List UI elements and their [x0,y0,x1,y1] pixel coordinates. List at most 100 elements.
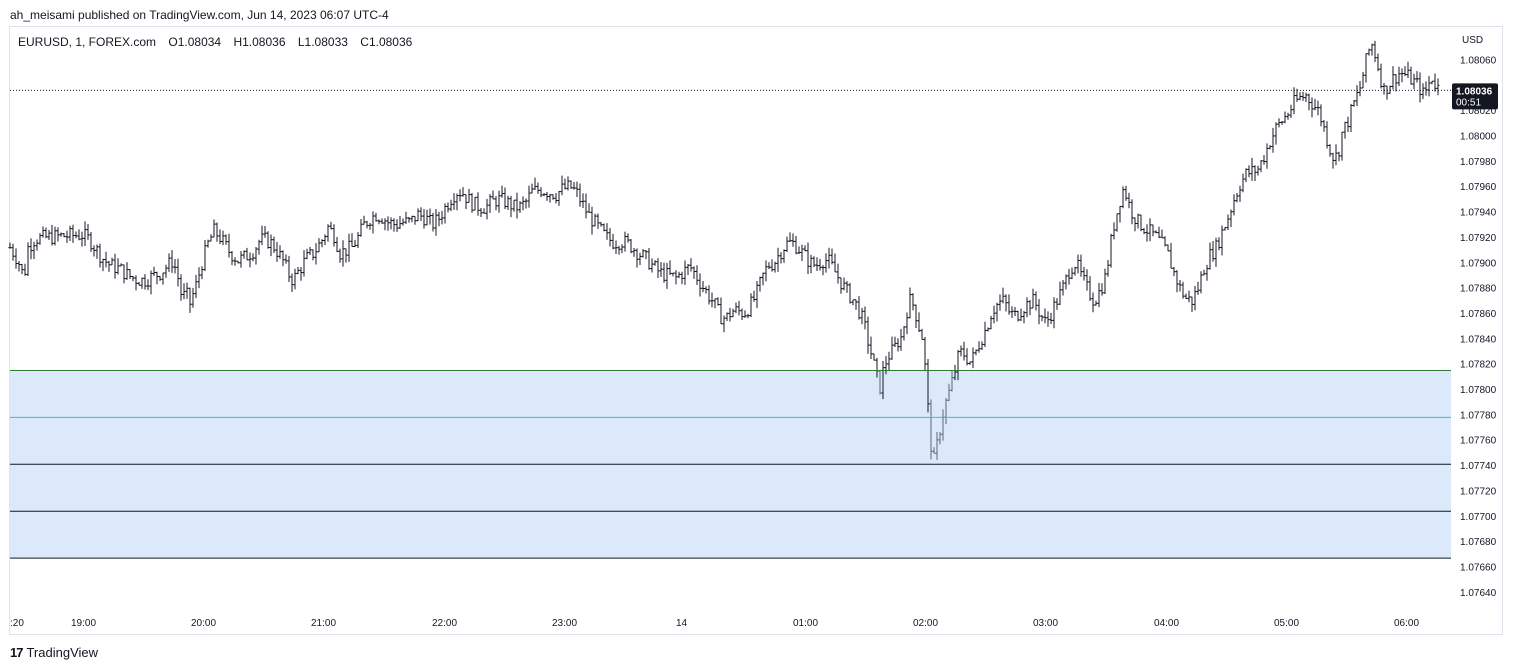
ohlc-bar [341,240,345,267]
ohlc-bar [1298,92,1302,101]
footer-brand[interactable]: 17 TradingView [10,645,98,660]
ohlc-bar [659,262,663,277]
ohlc-bar [1076,254,1080,274]
ohlc-bar [173,258,177,274]
open-value: 1.08034 [177,35,222,49]
ohlc-bar [434,209,438,236]
ohlc-bar [1223,227,1227,231]
ohlc-bar [833,253,837,273]
ohlc-bar [272,236,276,253]
ohlc-bar [629,239,633,254]
ohlc-bar [257,239,261,255]
ohlc-bar [962,341,966,361]
ohlc-bar [1268,145,1272,150]
ohlc-bar [812,256,816,268]
ohlc-bar [206,239,210,248]
ohlc-bar [119,263,123,267]
ohlc-bar [383,218,387,231]
ohlc-bar [554,193,558,204]
ohlc-bar [1112,222,1116,240]
ohlc-bar [1034,291,1038,311]
ohlc-bar [866,316,870,354]
ohlc-bar [1319,104,1323,127]
ohlc-bar [1175,270,1179,293]
ohlc-bar [938,432,942,445]
ohlc-bar [611,233,615,250]
ohlc-bar [965,348,969,366]
ohlc-bar [731,308,735,318]
ohlc-bar [788,232,792,242]
ohlc-bar [347,233,351,262]
ohlc-bar [584,193,588,219]
ohlc-bar [650,258,654,273]
ohlc-bar [1139,214,1143,232]
ohlc-bar [1025,297,1029,318]
ohlc-bar [1172,266,1176,277]
ohlc-bar [1412,73,1416,90]
ohlc-bar [551,194,555,200]
ohlc-bar [1010,306,1014,319]
ohlc-bar [128,269,132,279]
chart-frame[interactable] [9,26,1503,635]
ohlc-bar [1271,127,1275,153]
ohlc-bar [155,271,159,285]
ohlc-bar [668,260,672,276]
ohlc-bar [950,370,954,392]
low-label: L [297,35,305,49]
ohlc-bar [1199,271,1203,294]
ohlc-bar [1028,300,1032,316]
ohlc-bar [164,264,168,278]
ohlc-bar [1145,224,1149,242]
ohlc-bar [1205,264,1209,281]
x-tick-label: 01:00 [793,618,818,629]
published-line: ah_meisami published on TradingView.com,… [10,8,389,22]
ohlc-bar [1211,240,1215,262]
ohlc-bar [380,218,384,224]
ohlc-bar [38,233,42,245]
ohlc-bar [749,293,753,318]
ohlc-bar [1169,242,1173,269]
ohlc-bar [665,262,669,289]
y-tick-label: 1.07760 [1460,436,1497,447]
ohlc-bar [479,208,483,217]
ohlc-bar [329,221,333,230]
ohlc-bar [179,274,183,301]
ohlc-bar [1163,236,1167,247]
x-tick-label: 04:00 [1154,618,1179,629]
ohlc-bar [1148,218,1152,242]
ohlc-bar [92,245,96,257]
ohlc-bar [1409,66,1413,85]
ohlc-bar [956,349,960,381]
ohlc-bar [476,192,480,216]
y-tick-label: 1.07660 [1460,562,1497,573]
ohlc-bar [56,227,60,242]
ohlc-bar [1253,165,1257,182]
ohlc-bar [893,336,897,348]
ohlc-bar [77,229,81,241]
ohlc-bar [770,259,774,272]
ohlc-bar [527,185,531,208]
ohlc-bar [677,271,681,279]
ohlc-bar [578,183,582,207]
y-tick-label: 1.07740 [1460,461,1497,472]
ohlc-bar [575,181,579,198]
ohlc-bar [1376,53,1380,72]
ohlc-bar [536,182,540,194]
ohlc-bar [872,353,876,361]
ohlc-bar [1433,73,1437,92]
ohlc-bar [1280,120,1284,125]
y-tick-label: 1.08060 [1460,55,1497,66]
ohlc-bar [1247,165,1251,178]
x-tick-label: 21:00 [311,618,336,629]
ohlc-bar [1151,224,1155,237]
ohlc-bar [1277,118,1281,128]
ohlc-bar [197,267,201,289]
ohlc-bar [608,228,612,247]
ohlc-bar [713,298,717,309]
ohlc-bar [524,198,528,209]
ohlc-bar [800,244,804,261]
ohlc-bar [356,232,360,249]
ohlc-bar [803,245,807,252]
ohlc-bar [1013,307,1017,317]
